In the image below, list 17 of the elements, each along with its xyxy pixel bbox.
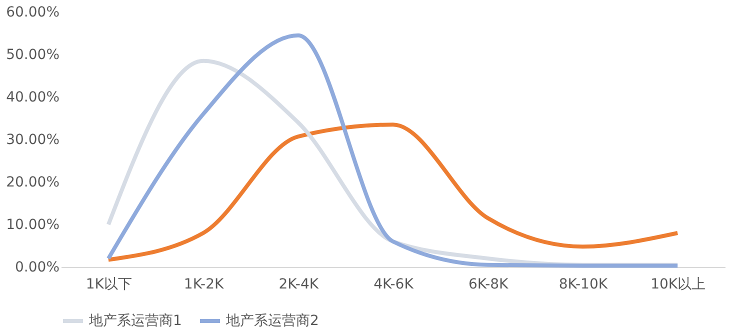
y-tick-label: 40.00%	[6, 90, 60, 106]
x-tick-label: 2K-4K	[278, 276, 320, 292]
y-tick-label: 50.00%	[6, 47, 60, 63]
y-tick-label: 20.00%	[6, 174, 60, 190]
x-tick-label: 8K-10K	[558, 276, 608, 292]
y-tick-label: 0.00%	[15, 260, 60, 276]
legend-label: 地产系运营商1	[88, 313, 182, 329]
y-tick-label: 10.00%	[6, 217, 60, 233]
y-tick-label: 30.00%	[6, 132, 60, 148]
x-tick-label: 1K以下	[86, 276, 132, 292]
x-tick-label: 6K-8K	[468, 276, 510, 292]
x-tick-label: 1K-2K	[184, 276, 224, 292]
legend-label: 地产系运营商2	[225, 313, 319, 329]
x-tick-label: 10K以上	[650, 276, 706, 292]
x-tick-label: 4K-6K	[374, 276, 414, 292]
line-series	[106, 122, 680, 262]
y-tick-label: 60.00%	[6, 4, 60, 20]
